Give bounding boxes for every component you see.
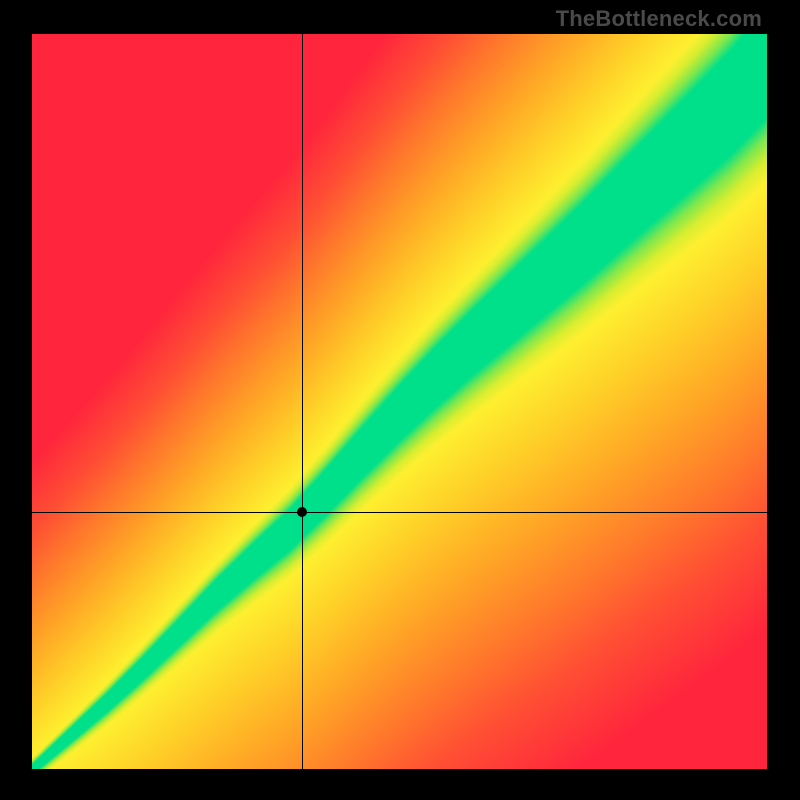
chart-container: TheBottleneck.com	[0, 0, 800, 800]
heatmap-canvas	[32, 34, 767, 769]
heatmap-plot	[32, 34, 767, 769]
watermark-text: TheBottleneck.com	[556, 6, 762, 32]
